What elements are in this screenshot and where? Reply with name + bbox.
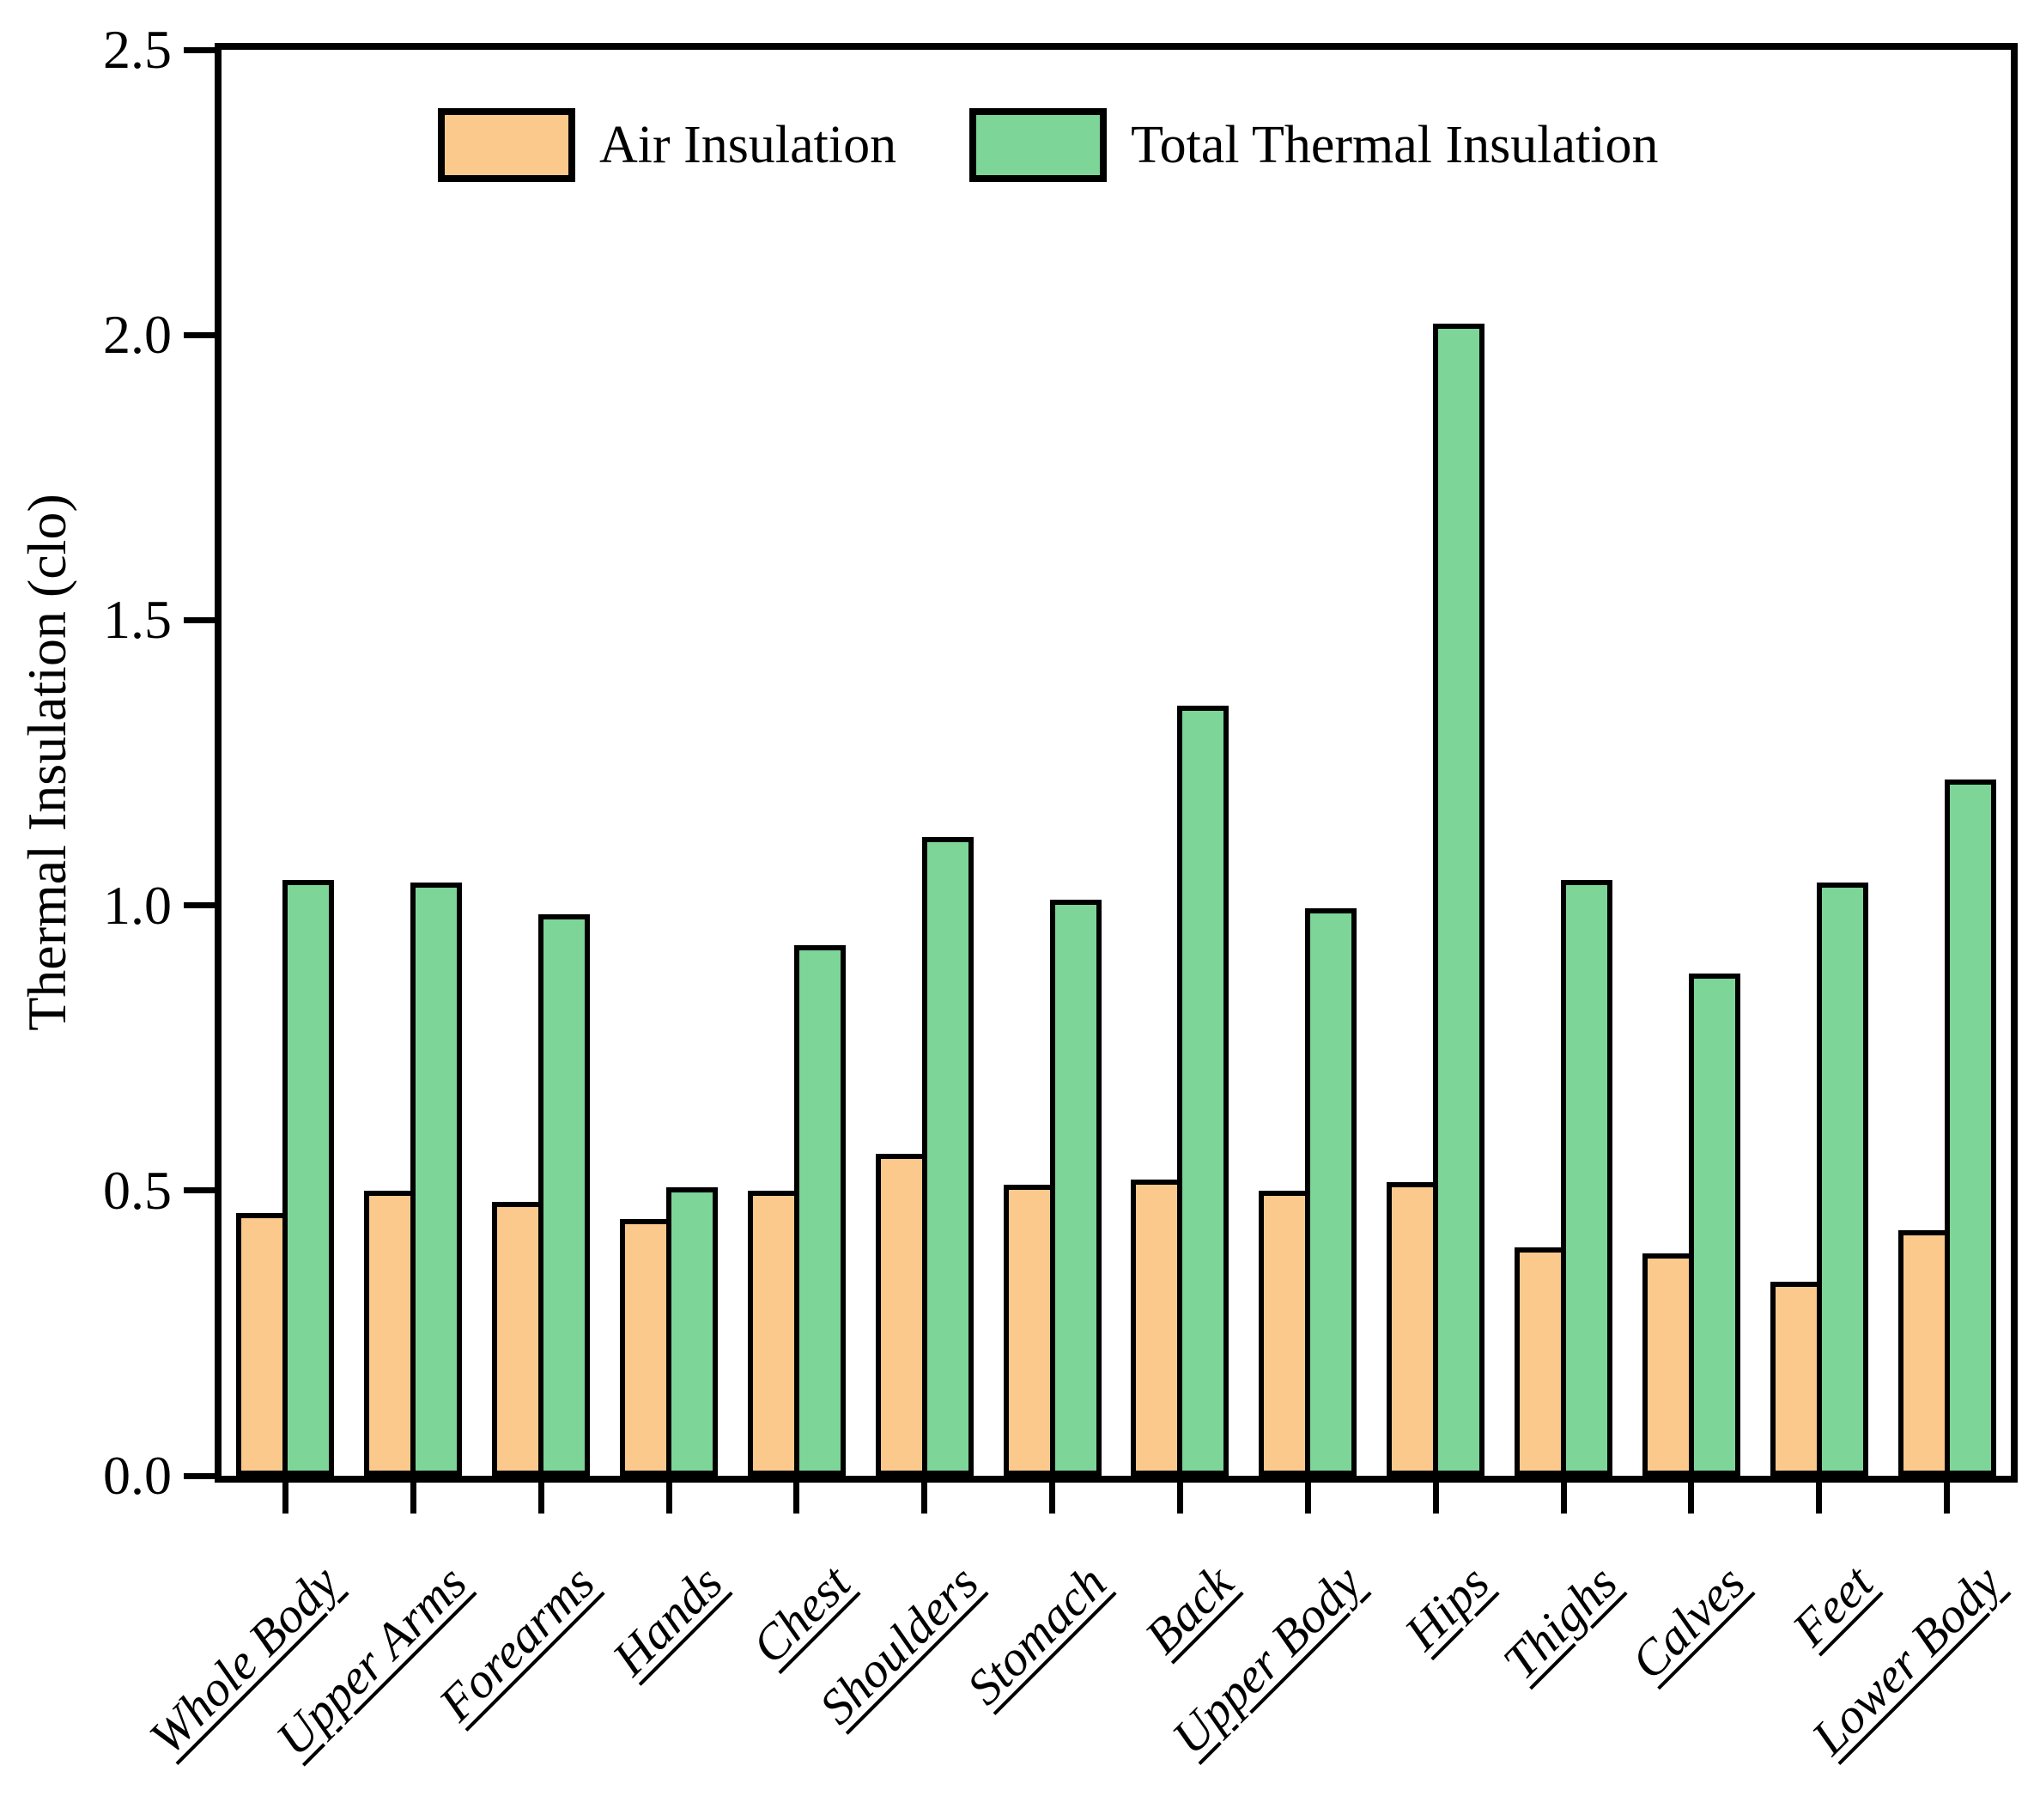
y-tick-label-0.0: 0.0 bbox=[103, 1445, 172, 1506]
bar-air-lower-body bbox=[1898, 1230, 1950, 1476]
x-tick-stomach bbox=[1049, 1483, 1056, 1514]
bar-total-hips bbox=[1433, 324, 1484, 1476]
bar-air-thighs bbox=[1515, 1247, 1566, 1476]
legend-entry-air: Air Insulation bbox=[438, 108, 896, 182]
bar-air-calves bbox=[1642, 1253, 1694, 1476]
x-tick-hands bbox=[665, 1483, 672, 1514]
bar-total-hands bbox=[666, 1187, 718, 1476]
x-tick-hips bbox=[1432, 1483, 1439, 1514]
bar-air-hips bbox=[1387, 1182, 1438, 1476]
legend-label-total-thermal-insulation: Total Thermal Insulation bbox=[1131, 115, 1659, 174]
plot-canvas: Air Insulation Total Thermal Insulation bbox=[222, 50, 2011, 1476]
bar-total-upper-body bbox=[1305, 908, 1357, 1476]
y-tick-label-0.5: 0.5 bbox=[103, 1159, 172, 1221]
bar-air-stomach bbox=[1004, 1185, 1055, 1476]
legend-entry-total: Total Thermal Insulation bbox=[969, 108, 1659, 182]
x-tick-calves bbox=[1688, 1483, 1695, 1514]
x-tick-feet bbox=[1816, 1483, 1823, 1514]
x-tick-chest bbox=[793, 1483, 800, 1514]
x-tick-upper-arms bbox=[410, 1483, 416, 1514]
y-tick-1.0 bbox=[184, 902, 215, 909]
y-tick-label-2.5: 2.5 bbox=[103, 19, 172, 80]
x-tick-whole-body bbox=[282, 1483, 288, 1514]
bar-total-whole-body bbox=[282, 880, 334, 1476]
y-tick-label-1.5: 1.5 bbox=[103, 589, 172, 651]
bar-air-upper-body bbox=[1259, 1191, 1310, 1476]
bar-total-calves bbox=[1689, 974, 1740, 1476]
y-tick-1.5 bbox=[184, 616, 215, 623]
legend-swatch-total-thermal-insulation bbox=[969, 108, 1108, 182]
bar-air-feet bbox=[1770, 1282, 1822, 1476]
x-label-whole-body: Whole Body bbox=[138, 1554, 350, 1765]
bar-total-shoulders bbox=[922, 837, 974, 1476]
y-tick-2.5 bbox=[184, 46, 215, 53]
bar-air-shoulders bbox=[876, 1154, 927, 1476]
x-tick-lower-body bbox=[1944, 1483, 1951, 1514]
legend-swatch-air-insulation bbox=[438, 108, 575, 182]
bar-total-thighs bbox=[1561, 880, 1612, 1476]
bar-air-chest bbox=[748, 1191, 799, 1476]
x-tick-back bbox=[1176, 1483, 1183, 1514]
x-tick-thighs bbox=[1560, 1483, 1567, 1514]
bar-total-back bbox=[1177, 706, 1229, 1476]
bar-total-chest bbox=[794, 945, 846, 1476]
x-tick-forearms bbox=[537, 1483, 544, 1514]
bar-air-back bbox=[1131, 1180, 1182, 1476]
bar-air-whole-body bbox=[236, 1213, 288, 1476]
bar-total-feet bbox=[1817, 883, 1868, 1476]
legend-label-air-insulation: Air Insulation bbox=[599, 115, 897, 174]
y-tick-label-2.0: 2.0 bbox=[103, 304, 172, 366]
y-tick-label-1.0: 1.0 bbox=[103, 874, 172, 936]
x-tick-shoulders bbox=[921, 1483, 928, 1514]
y-tick-0.5 bbox=[184, 1187, 215, 1194]
bar-total-forearms bbox=[538, 914, 590, 1476]
y-tick-0.0 bbox=[184, 1472, 215, 1479]
legend: Air Insulation Total Thermal Insulation bbox=[438, 108, 1659, 182]
bar-total-lower-body bbox=[1945, 780, 1996, 1476]
y-tick-2.0 bbox=[184, 331, 215, 338]
y-axis-title: Thermal Insulation (clo) bbox=[16, 494, 77, 1031]
bar-air-hands bbox=[620, 1219, 671, 1476]
bar-air-forearms bbox=[492, 1202, 543, 1476]
bar-total-upper-arms bbox=[410, 883, 462, 1476]
bar-air-upper-arms bbox=[364, 1191, 416, 1476]
bar-total-stomach bbox=[1050, 900, 1102, 1476]
x-tick-upper-body bbox=[1304, 1483, 1311, 1514]
